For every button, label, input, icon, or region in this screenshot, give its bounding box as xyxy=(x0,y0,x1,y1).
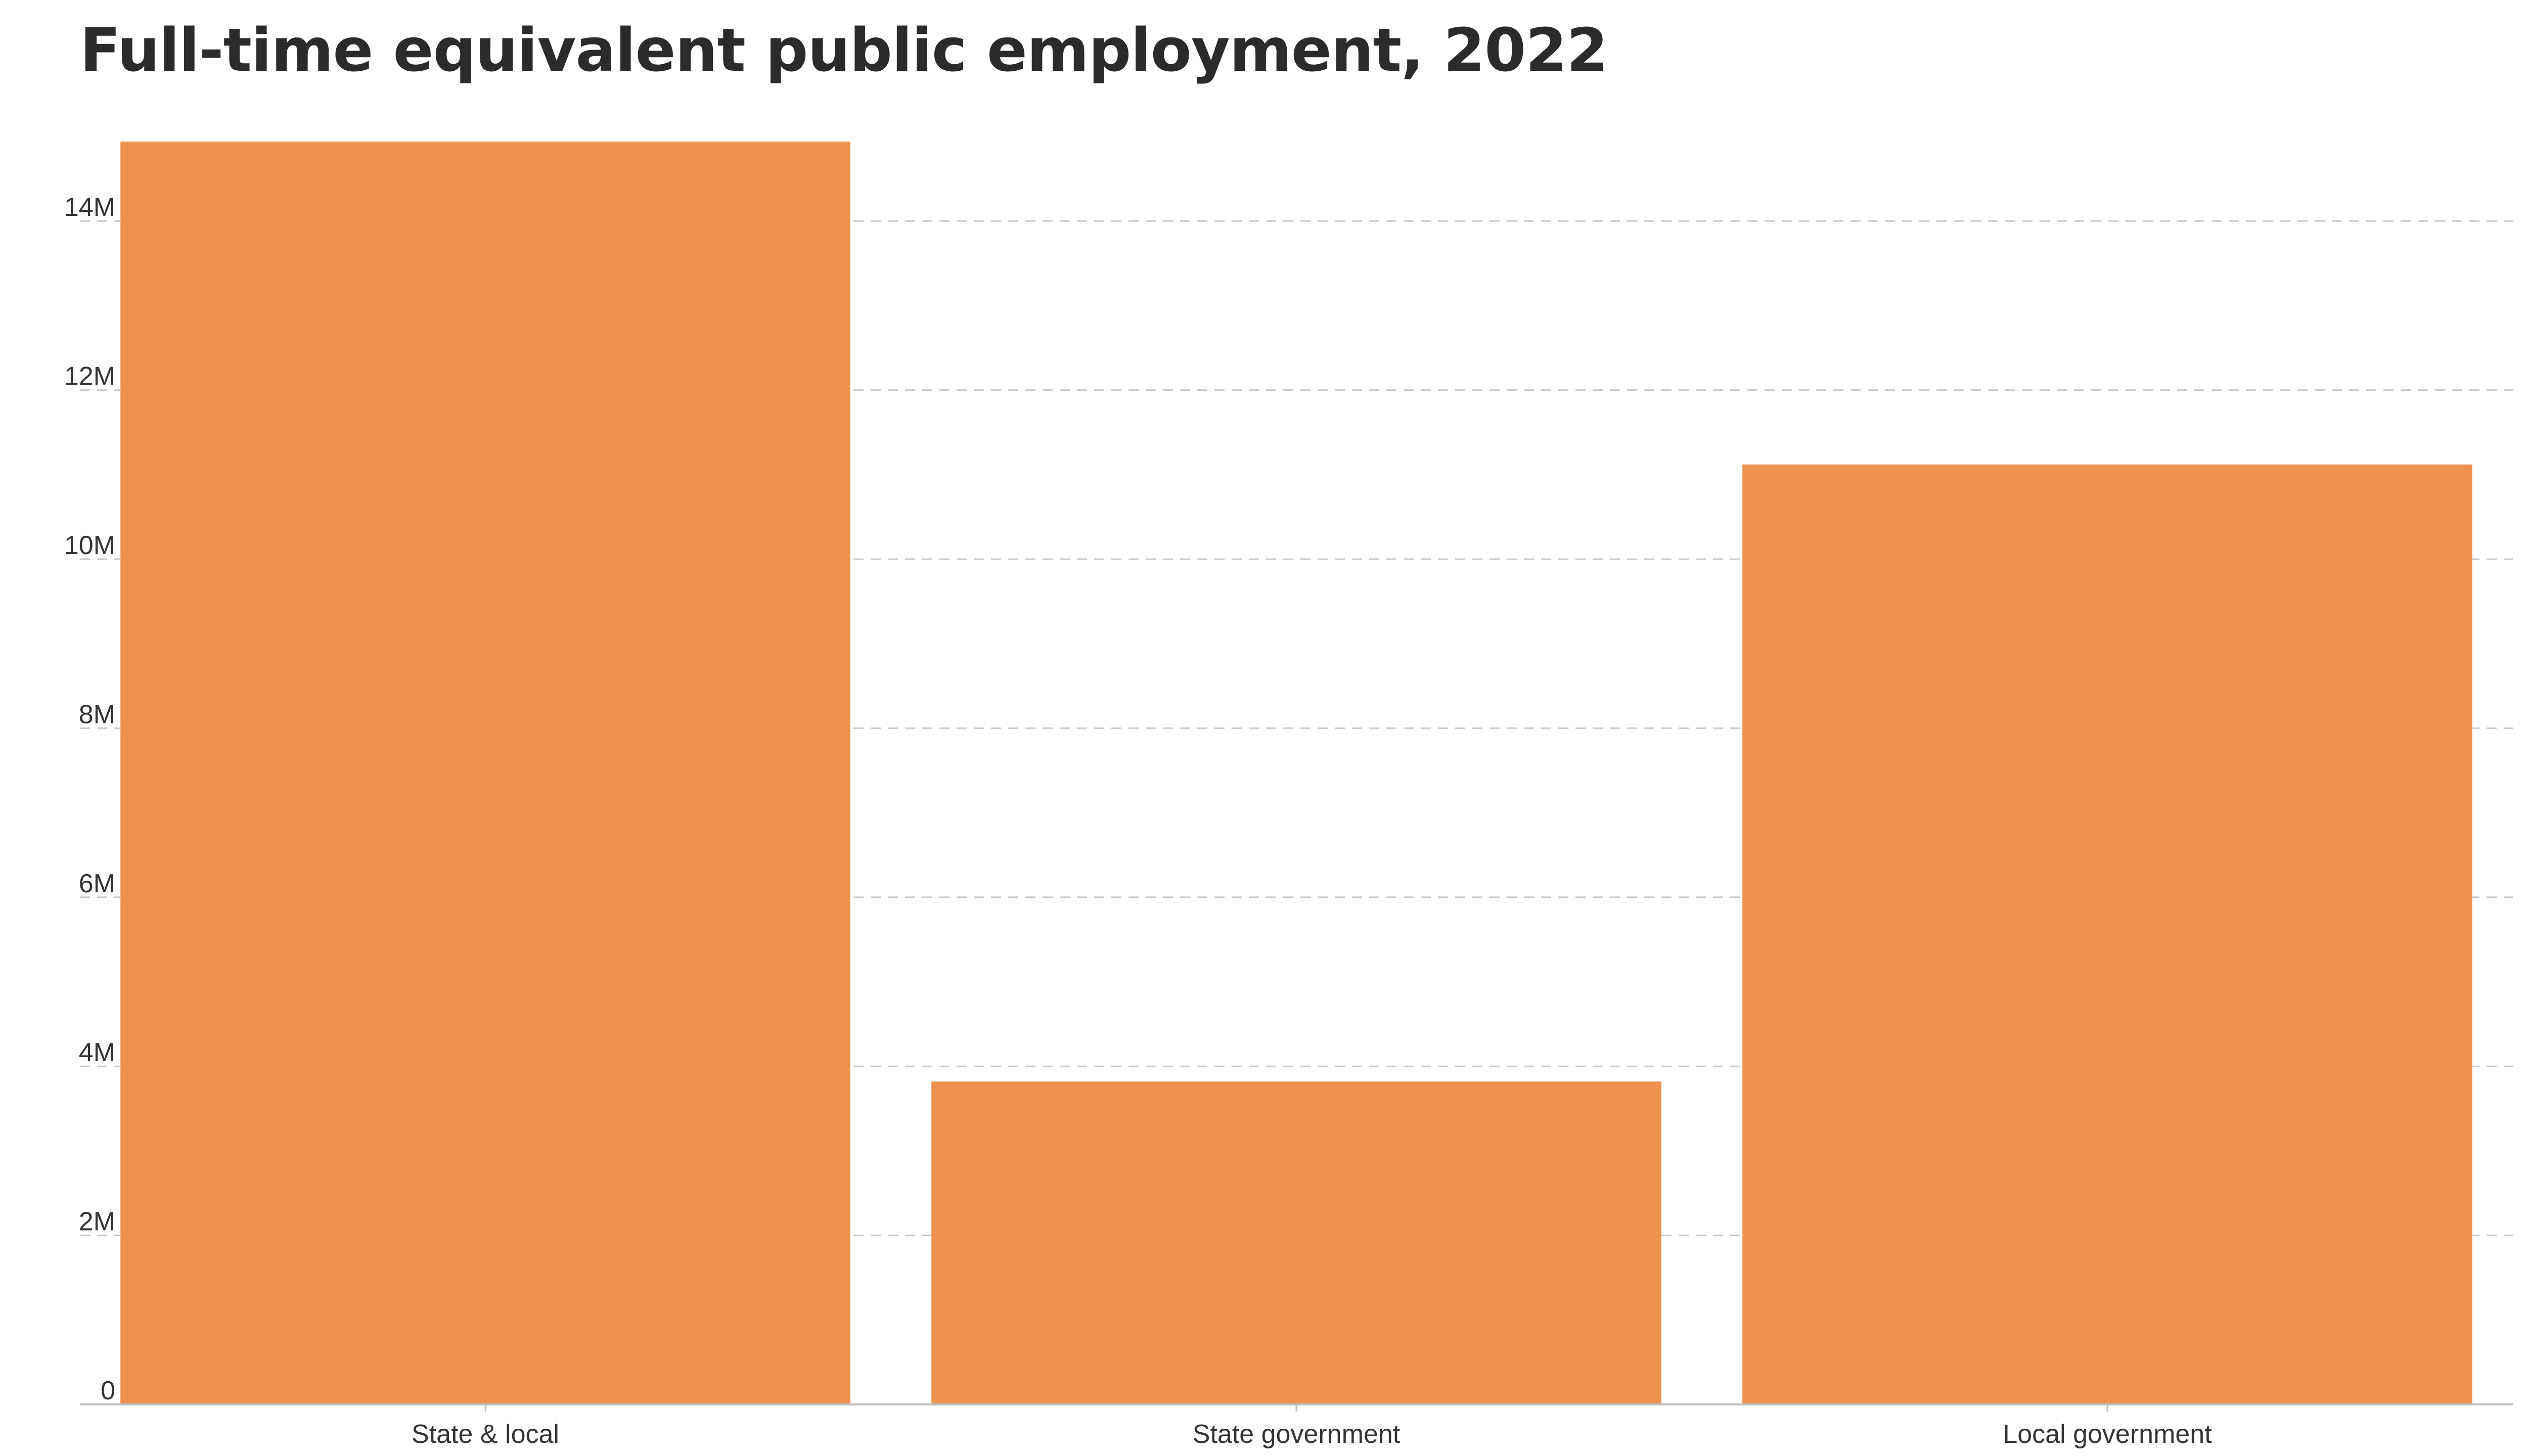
x-tick-label: State government xyxy=(1193,1420,1401,1449)
x-tick-label: Local government xyxy=(2003,1420,2212,1449)
bar xyxy=(931,1081,1661,1404)
y-tick-labels: 0 2M 4M 6M 8M 10M 12M 14M xyxy=(64,193,115,1405)
y-tick-label: 12M xyxy=(64,362,115,391)
y-tick-label: 4M xyxy=(79,1038,115,1067)
x-tick-labels: State & local State government Local gover… xyxy=(412,1420,2212,1449)
bars xyxy=(120,142,2472,1405)
x-axis xyxy=(80,1403,2513,1412)
bar xyxy=(1742,464,2472,1404)
y-tick-label: 6M xyxy=(79,869,115,898)
chart-title: Full-time equivalent public employment, … xyxy=(80,15,1608,85)
x-tick-label: State & local xyxy=(412,1420,559,1449)
y-tick-label: 14M xyxy=(64,193,115,222)
bar xyxy=(120,142,850,1405)
y-tick-label: 8M xyxy=(79,700,115,729)
y-tick-label: 10M xyxy=(64,531,115,560)
y-tick-label: 0 xyxy=(101,1376,115,1405)
y-tick-label: 2M xyxy=(79,1207,115,1237)
